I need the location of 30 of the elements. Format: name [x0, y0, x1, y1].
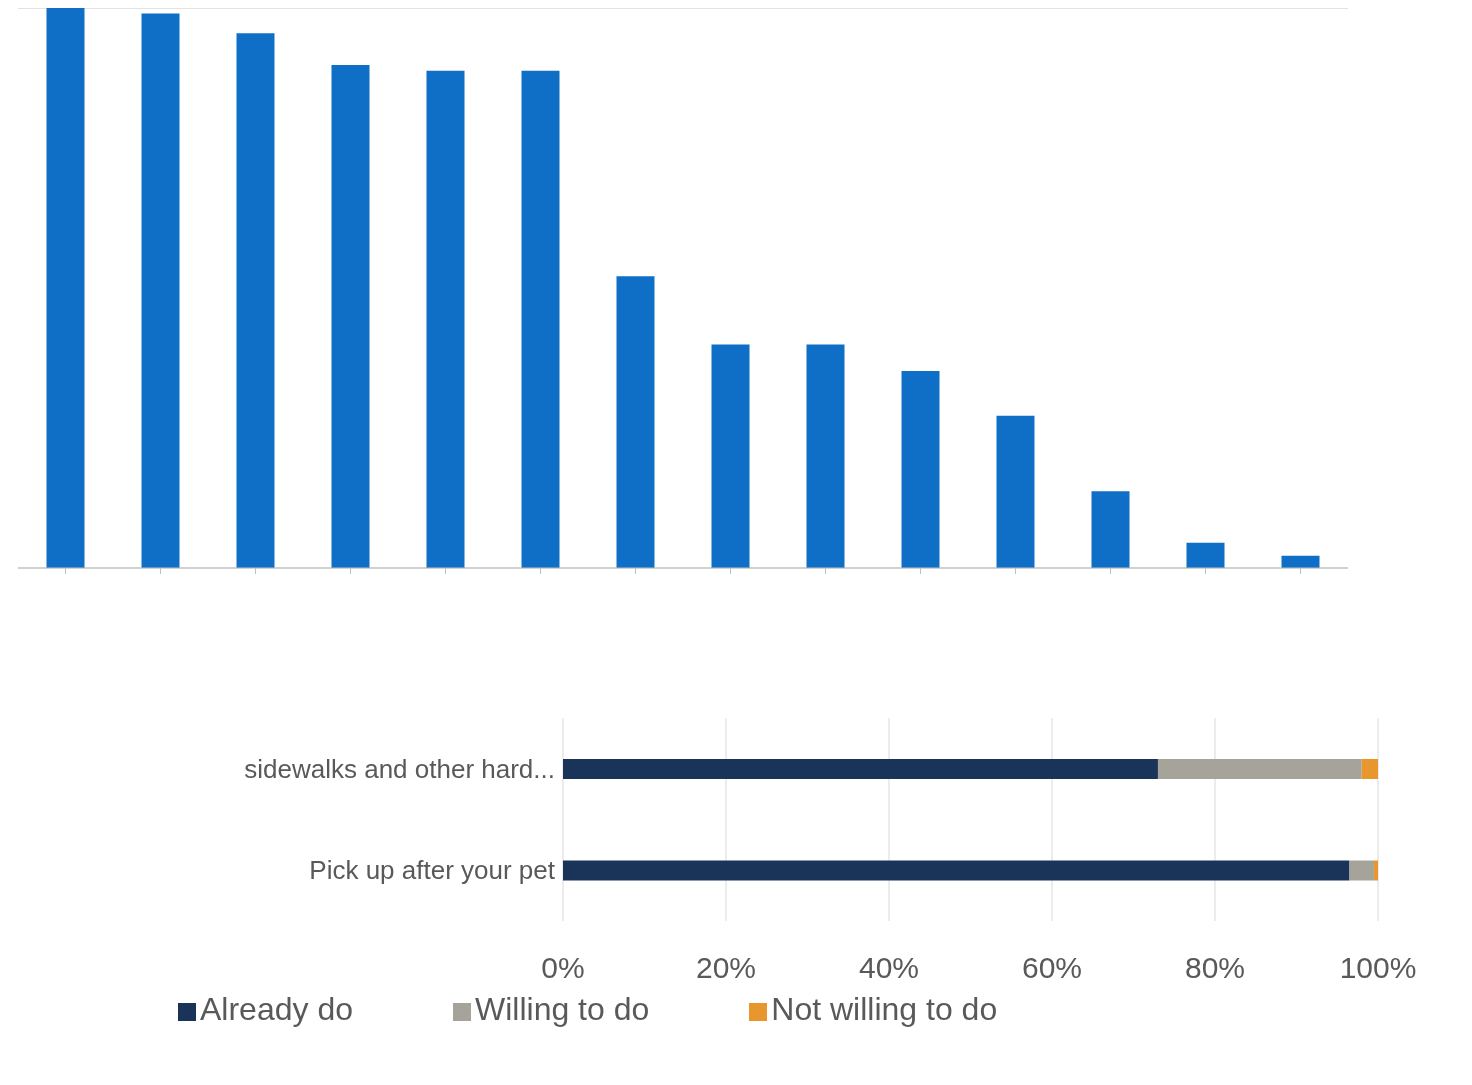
y-tick-label: sidewalks and other hard...: [244, 753, 555, 784]
bar: [1157, 759, 1362, 779]
x-tick-label: 100%: [1339, 951, 1417, 985]
bar: [331, 65, 370, 568]
bar: [426, 70, 465, 568]
bar: [46, 8, 85, 568]
bar: [1091, 491, 1130, 568]
bar: [141, 13, 180, 568]
bar: [901, 370, 940, 568]
bar: [806, 344, 845, 568]
y-tick-label: Pick up after your pet: [309, 855, 556, 886]
bar: [996, 415, 1035, 568]
bar: [616, 276, 655, 568]
x-tick-label: 60%: [1021, 951, 1083, 985]
legend-label: Already do: [200, 991, 353, 1027]
bar: [236, 33, 275, 568]
bar: [1361, 759, 1378, 779]
x-tick-label: 40%: [858, 951, 920, 985]
x-tick-label: 20%: [695, 951, 757, 985]
bar: [711, 344, 750, 568]
bar: [521, 70, 560, 568]
x-tick-label: 0%: [541, 951, 585, 985]
legend-label: Willing to do: [474, 991, 650, 1027]
bar: [1349, 860, 1374, 881]
x-tick-label: 80%: [1184, 951, 1246, 985]
bar: [1186, 542, 1225, 568]
legend-label: Not willing to do: [771, 991, 998, 1027]
bar: [1373, 860, 1378, 881]
bar: [563, 860, 1350, 881]
bar: [563, 759, 1158, 779]
